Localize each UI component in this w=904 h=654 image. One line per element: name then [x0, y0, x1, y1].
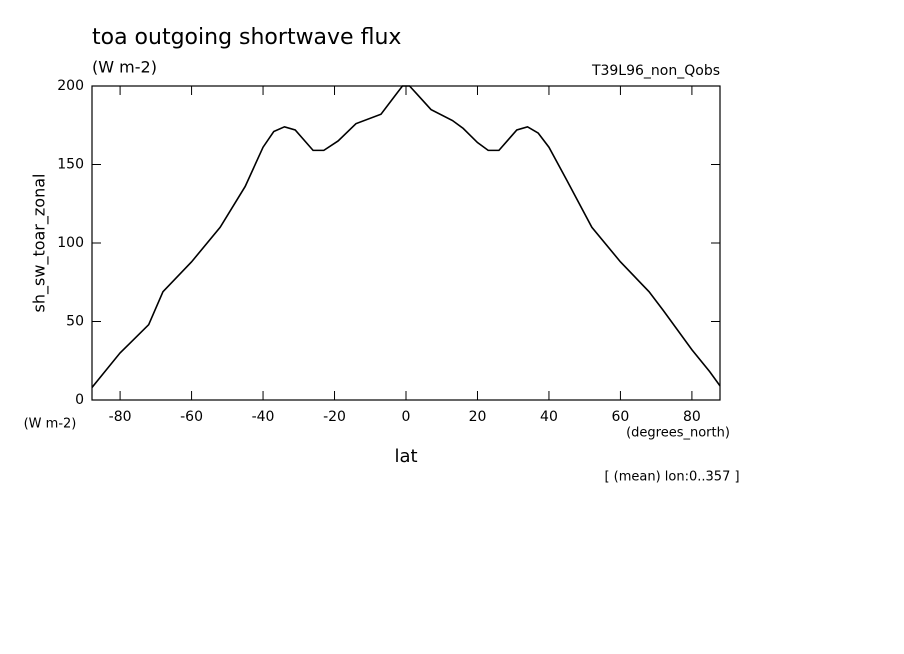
subtitle: (W m-2) [92, 58, 157, 77]
x-axis-label: lat [394, 446, 417, 467]
x-tick-label: 20 [469, 409, 487, 425]
plot-frame [91, 85, 721, 401]
y-tick-label: 150 [57, 157, 84, 173]
x-tick-label: 40 [540, 409, 558, 425]
y-tick-label: 100 [57, 235, 84, 251]
note: [ (mean) lon:0..357 ] [604, 470, 739, 485]
y-axis-label: sh_sw_toar_zonal [30, 174, 50, 313]
x-tick-label: 60 [612, 409, 630, 425]
x-tick-label: 80 [683, 409, 701, 425]
x-tick-label: -40 [252, 409, 275, 425]
y-units: (W m-2) [24, 417, 77, 432]
y-tick-label: 0 [75, 392, 84, 408]
x-tick-label: 0 [402, 409, 411, 425]
x-units: (degrees_north) [626, 426, 730, 441]
chart-title: toa outgoing shortwave flux [92, 25, 401, 50]
x-tick-label: -60 [180, 409, 203, 425]
dataset-label: T39L96_non_Qobs [591, 63, 720, 79]
y-tick-label: 50 [66, 314, 84, 330]
x-tick-label: -80 [109, 409, 132, 425]
data-line [91, 85, 721, 388]
x-tick-label: -20 [323, 409, 346, 425]
y-tick-label: 200 [57, 78, 84, 94]
